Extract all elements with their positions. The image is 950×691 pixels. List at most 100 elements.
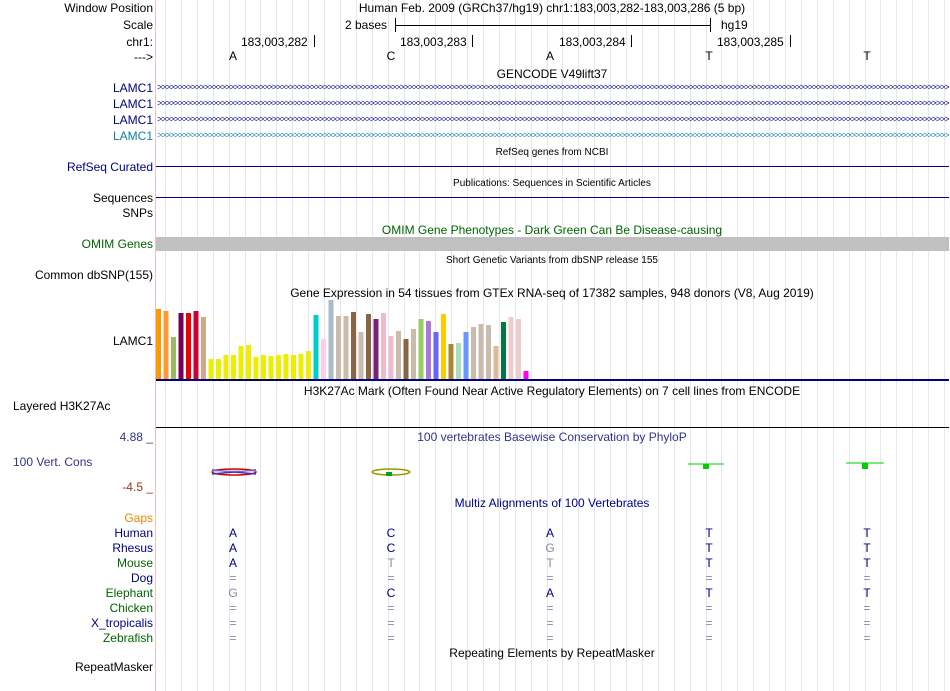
multiz-species-label[interactable]: X_tropicalis: [90, 616, 153, 630]
multiz-base: T: [546, 556, 554, 570]
refseq-label[interactable]: RefSeq Curated: [66, 160, 153, 174]
gtex-tissue-bar[interactable]: [208, 359, 214, 379]
multiz-base: =: [387, 616, 395, 630]
gtex-tissue-bar[interactable]: [306, 351, 311, 379]
publications-track-title[interactable]: Publications: Sequences in Scientific Ar…: [453, 178, 651, 189]
gtex-tissue-bar[interactable]: [366, 314, 371, 379]
repeat-label[interactable]: RepeatMasker: [74, 660, 153, 674]
gtex-tissue-bar[interactable]: [201, 317, 206, 379]
gaps-label[interactable]: Gaps: [124, 511, 153, 525]
omim-track-title[interactable]: OMIM Gene Phenotypes - Dark Green Can Be…: [381, 223, 723, 237]
multiz-species-label[interactable]: Human: [114, 526, 153, 540]
gtex-bar-chart[interactable]: [156, 300, 556, 380]
gencode-transcript-4[interactable]: >>>>>>>>>>>>>>>>>>>>>>>>>>>>>>>>>>>>>>>>…: [157, 131, 949, 140]
gencode-track-title[interactable]: GENCODE V49lift37: [496, 67, 608, 81]
multiz-species-label[interactable]: Dog: [130, 571, 153, 585]
phylop-plot[interactable]: [156, 455, 949, 485]
gencode-gene-label-3[interactable]: LAMC1: [112, 113, 153, 127]
gtex-track-title[interactable]: Gene Expression in 54 tissues from GTEx …: [290, 286, 814, 300]
gtex-tissue-bar[interactable]: [463, 332, 469, 379]
gtex-tissue-bar[interactable]: [396, 331, 401, 379]
assembly-position[interactable]: Human Feb. 2009 (GRCh37/hg19) chr1:183,0…: [358, 1, 746, 15]
gtex-tissue-bar[interactable]: [328, 300, 334, 379]
gtex-tissue-bar[interactable]: [216, 359, 221, 379]
multiz-species-label[interactable]: Zebrafish: [102, 631, 153, 645]
multiz-species-label[interactable]: Rhesus: [112, 541, 153, 555]
gtex-tissue-bar[interactable]: [493, 346, 499, 379]
gtex-gene-label[interactable]: LAMC1: [112, 334, 153, 348]
gtex-tissue-bar[interactable]: [238, 346, 244, 379]
gtex-tissue-bar[interactable]: [403, 339, 409, 379]
gtex-tissue-bar[interactable]: [456, 343, 461, 379]
gencode-transcript-1[interactable]: >>>>>>>>>>>>>>>>>>>>>>>>>>>>>>>>>>>>>>>>…: [157, 83, 949, 92]
snps-label[interactable]: SNPs: [122, 206, 153, 220]
gtex-tissue-bar[interactable]: [313, 315, 319, 379]
sequences-label[interactable]: Sequences: [92, 191, 153, 205]
gtex-tissue-bar[interactable]: [261, 355, 266, 379]
h3k27ac-track-title[interactable]: H3K27Ac Mark (Often Found Near Active Re…: [303, 384, 801, 398]
gtex-tissue-bar[interactable]: [478, 324, 484, 379]
gtex-tissue-bar[interactable]: [508, 317, 514, 379]
gtex-tissue-bar[interactable]: [411, 329, 416, 379]
multiz-track-title[interactable]: Multiz Alignments of 100 Vertebrates: [454, 496, 650, 510]
gtex-tissue-bar[interactable]: [186, 313, 191, 379]
gtex-tissue-bar[interactable]: [321, 339, 326, 379]
refseq-line: [156, 166, 949, 167]
gtex-tissue-bar[interactable]: [441, 314, 446, 379]
gencode-gene-label-2[interactable]: LAMC1: [112, 97, 153, 111]
gtex-tissue-bar[interactable]: [246, 345, 251, 379]
gtex-tissue-bar[interactable]: [336, 316, 341, 379]
gtex-tissue-bar[interactable]: [358, 332, 364, 379]
dbsnp-track-title[interactable]: Short Genetic Variants from dbSNP releas…: [446, 255, 658, 266]
gtex-tissue-bar[interactable]: [388, 336, 394, 379]
gtex-tissue-bar[interactable]: [283, 354, 289, 379]
sequences-line: [156, 197, 949, 198]
gtex-tissue-bar[interactable]: [156, 309, 161, 379]
gtex-tissue-bar[interactable]: [418, 319, 424, 379]
gtex-tissue-bar[interactable]: [426, 321, 431, 379]
omim-label[interactable]: OMIM Genes: [81, 237, 153, 251]
gencode-gene-label-4[interactable]: LAMC1: [112, 129, 153, 143]
gtex-tissue-bar[interactable]: [298, 354, 304, 379]
gencode-gene-label-1[interactable]: LAMC1: [112, 81, 153, 95]
multiz-species-label[interactable]: Elephant: [105, 586, 153, 600]
refseq-track-title[interactable]: RefSeq genes from NCBI: [495, 147, 609, 158]
gtex-tissue-bar[interactable]: [486, 325, 491, 379]
cons-label[interactable]: 100 Vert. Cons: [13, 455, 93, 469]
scale-bar: [395, 25, 711, 26]
omim-feature-bar[interactable]: [156, 237, 949, 251]
multiz-base: =: [863, 601, 871, 615]
gtex-tissue-bar[interactable]: [291, 355, 296, 379]
gencode-transcript-2[interactable]: >>>>>>>>>>>>>>>>>>>>>>>>>>>>>>>>>>>>>>>>…: [157, 99, 949, 108]
gtex-tissue-bar[interactable]: [223, 355, 229, 379]
gtex-tissue-bar[interactable]: [373, 319, 379, 379]
multiz-base: G: [228, 586, 238, 600]
cons-track-title[interactable]: 100 vertebrates Basewise Conservation by…: [417, 430, 687, 444]
gtex-tissue-bar[interactable]: [178, 313, 184, 379]
gtex-tissue-bar[interactable]: [276, 355, 281, 379]
gtex-tissue-bar[interactable]: [516, 319, 521, 379]
gtex-tissue-bar[interactable]: [193, 311, 199, 379]
gtex-tissue-bar[interactable]: [171, 337, 176, 379]
multiz-species-label[interactable]: Chicken: [109, 601, 153, 615]
multiz-base: =: [546, 631, 554, 645]
gencode-transcript-3[interactable]: >>>>>>>>>>>>>>>>>>>>>>>>>>>>>>>>>>>>>>>>…: [157, 115, 949, 124]
repeat-track-title[interactable]: Repeating Elements by RepeatMasker: [449, 646, 655, 660]
gtex-tissue-bar[interactable]: [253, 357, 259, 379]
gtex-tissue-bar[interactable]: [523, 371, 529, 379]
gtex-tissue-bar[interactable]: [471, 327, 476, 379]
gtex-tissue-bar[interactable]: [231, 355, 236, 379]
dbsnp-label[interactable]: Common dbSNP(155): [34, 268, 153, 282]
multiz-species-label[interactable]: Mouse: [116, 556, 153, 570]
gtex-tissue-bar[interactable]: [163, 311, 169, 379]
gtex-tissue-bar[interactable]: [343, 316, 349, 379]
gtex-tissue-bar[interactable]: [268, 356, 274, 379]
phylop-mark-2: [371, 468, 411, 476]
multiz-base: =: [705, 571, 713, 585]
gtex-tissue-bar[interactable]: [433, 332, 439, 379]
h3k27ac-label[interactable]: Layered H3K27Ac: [13, 399, 111, 413]
gtex-tissue-bar[interactable]: [501, 322, 506, 379]
gtex-tissue-bar[interactable]: [351, 312, 356, 379]
gtex-tissue-bar[interactable]: [448, 344, 454, 379]
gtex-tissue-bar[interactable]: [381, 313, 386, 379]
